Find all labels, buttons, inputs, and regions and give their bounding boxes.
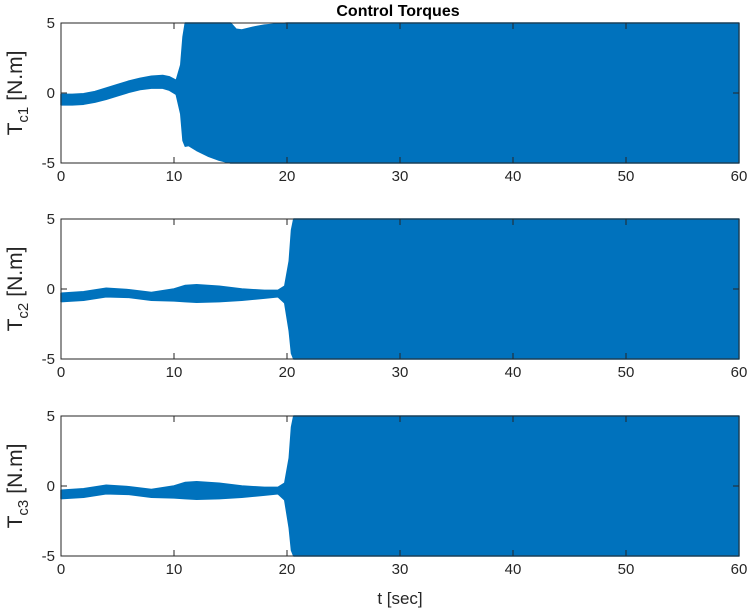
x-tick-label: 0 [57,168,65,185]
x-tick-label: 20 [279,364,296,381]
subplot-tc1: Control Torques 0 10 20 30 40 50 60-505 Tc1[N.… [4,3,747,185]
x-tick-label: 50 [618,364,635,381]
x-tick-label: 0 [57,364,65,381]
subplot-tc3: 0 10 20 30 40 50 60-505 Tc3[N.m] t [sec] [4,408,747,608]
x-tick-label: 10 [166,168,183,185]
y-axis-label-main: T [4,122,27,135]
y-tick-label: 0 [47,478,55,495]
x-tick-label: 30 [392,168,409,185]
x-tick-label: 60 [731,561,748,578]
x-tick-label: 50 [618,561,635,578]
x-tick-label: 10 [166,561,183,578]
y-tick-label: -5 [42,548,55,565]
y-axis-label-subscript: c3 [15,500,32,516]
y-axis-label-tc2: Tc2 [N.m] [4,247,32,332]
y-tick-label: 0 [47,281,55,298]
y-axis-label-main: T [4,515,27,528]
y-tick-label: 0 [47,85,55,102]
ticks-tc3: 0 10 20 30 40 50 60-505 [42,408,748,578]
y-tick-label: -5 [42,351,55,368]
x-tick-label: 50 [618,168,635,185]
subplot-tc2: 0 10 20 30 40 50 60-505 Tc2[N.m] [4,211,747,381]
x-tick-label: 40 [505,364,522,381]
y-tick-label: -5 [42,155,55,172]
x-tick-label: 30 [392,364,409,381]
y-axis-label-tc1: Tc1 [N.m] [4,51,32,136]
x-tick-label: 40 [505,168,522,185]
x-tick-label: 20 [279,561,296,578]
ticks-tc2: 0 10 20 30 40 50 60-505 [42,211,748,381]
y-tick-label: 5 [47,15,55,32]
y-axis-label-subscript: c1 [15,107,32,123]
y-axis-label-unit: [N.m] [4,247,27,297]
y-tick-label: 5 [47,408,55,425]
y-axis-label-main: T [4,318,27,331]
x-axis-label: t [sec] [377,589,422,608]
x-tick-label: 60 [731,364,748,381]
chart-title: Control Torques [336,3,459,20]
x-tick-label: 40 [505,561,522,578]
y-tick-label: 5 [47,211,55,228]
x-tick-label: 20 [279,168,296,185]
y-axis-label-tc3: Tc3 [N.m] [4,444,32,529]
x-tick-label: 30 [392,561,409,578]
x-tick-label: 10 [166,364,183,381]
y-axis-label-unit: [N.m] [4,444,27,494]
y-axis-label-subscript: c2 [15,303,32,319]
ticks-tc1: 0 10 20 30 40 50 60-505 [42,15,748,185]
x-tick-label: 0 [57,561,65,578]
x-tick-label: 60 [731,168,748,185]
y-axis-label-unit: [N.m] [4,51,27,101]
